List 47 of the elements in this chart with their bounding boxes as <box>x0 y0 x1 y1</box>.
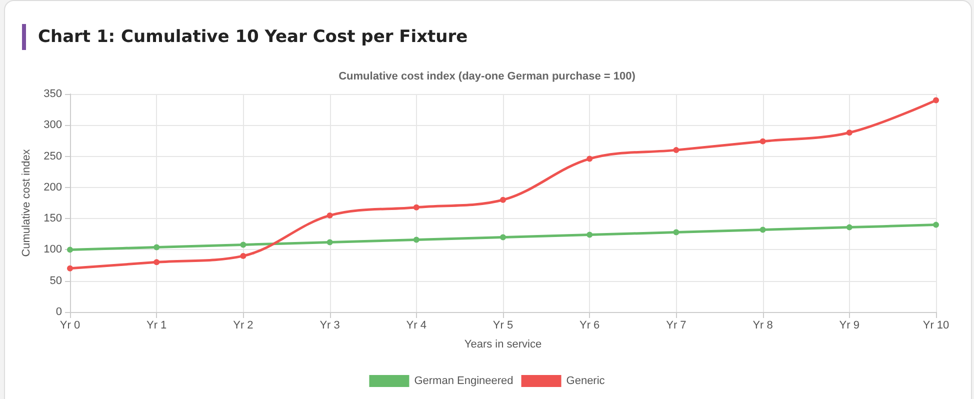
legend-label: German Engineered <box>414 375 514 387</box>
point <box>413 236 420 243</box>
point <box>846 224 852 230</box>
y-tick-label: 350 <box>44 88 62 100</box>
point <box>760 138 766 144</box>
y-tick-label: 100 <box>44 244 62 256</box>
x-tick-label: Yr 2 <box>233 320 254 332</box>
x-tick-label: Yr 3 <box>320 320 340 332</box>
x-axis-title: Years in service <box>464 338 542 350</box>
chart-subtitle: Cumulative cost index (day-one German purchase = 100) <box>338 70 636 82</box>
y-tick-label: 150 <box>44 212 62 225</box>
point <box>933 222 939 228</box>
point <box>240 242 246 248</box>
x-tick-label: Yr 5 <box>492 320 514 332</box>
x-tick-label: Yr 1 <box>146 320 167 332</box>
point <box>326 212 333 218</box>
legend-label: Generic <box>566 375 606 387</box>
y-tick-label: 250 <box>44 150 62 162</box>
point <box>240 252 246 259</box>
point <box>586 232 593 238</box>
x-tick-label: Yr 6 <box>580 320 600 332</box>
point <box>846 130 852 136</box>
chart-title: Chart 1: Cumulative 10 Year Cost per Fixture <box>38 27 468 47</box>
point <box>413 204 420 210</box>
x-tick-label: Yr 0 <box>60 320 80 332</box>
point <box>67 246 73 253</box>
y-tick-label: 200 <box>44 181 62 194</box>
point <box>326 239 333 246</box>
y-axis-title: Cumulative cost index <box>20 148 32 257</box>
point <box>154 244 160 250</box>
point <box>586 156 593 162</box>
x-tick-label: Yr 8 <box>752 320 773 332</box>
point <box>154 259 160 266</box>
y-tick-label: 300 <box>44 119 62 132</box>
x-tick-label: Yr 10 <box>922 320 950 332</box>
point <box>500 234 506 240</box>
x-tick-label: Yr 4 <box>406 320 426 332</box>
x-tick-label: Yr 9 <box>839 320 860 332</box>
point <box>673 229 680 236</box>
point <box>500 196 506 203</box>
point <box>933 97 939 104</box>
x-tick-label: Yr 7 <box>666 320 686 332</box>
y-tick-label: 0 <box>56 306 62 318</box>
point <box>673 147 680 154</box>
point <box>67 265 73 272</box>
y-tick-label: 50 <box>50 274 62 287</box>
point <box>760 226 766 233</box>
